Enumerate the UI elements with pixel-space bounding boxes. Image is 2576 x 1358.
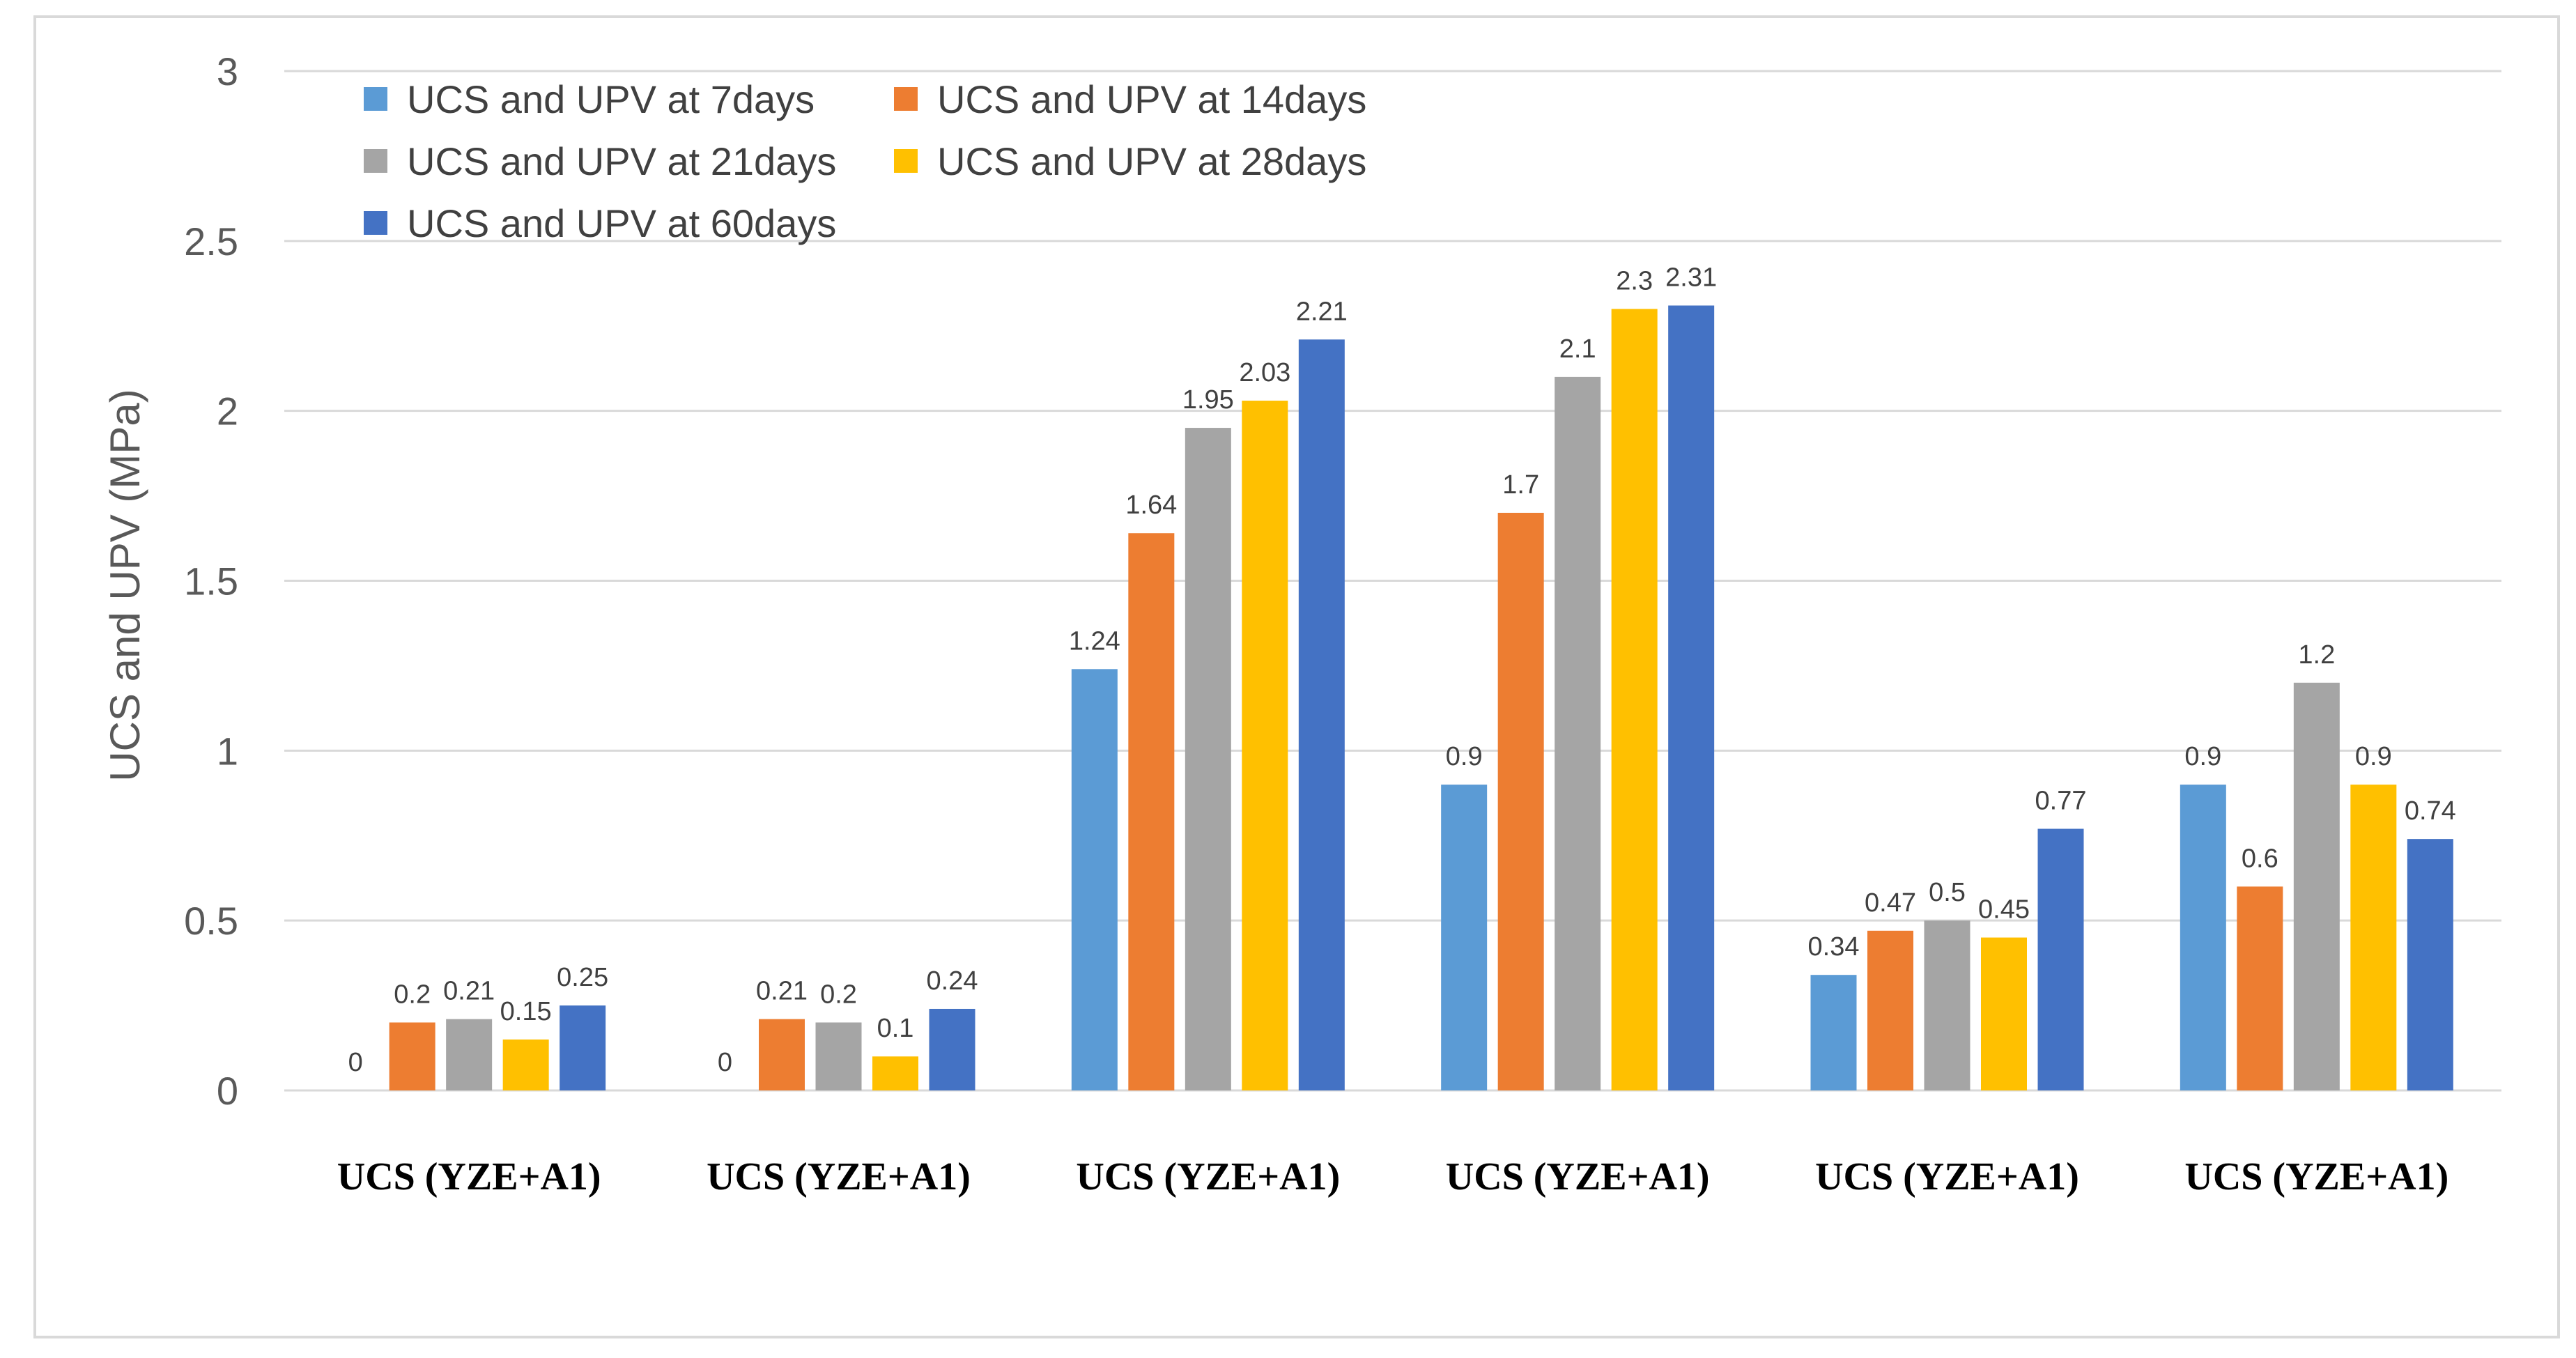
data-label: 0.77 <box>2035 786 2087 815</box>
bar <box>2407 839 2453 1090</box>
bar <box>1555 376 1601 1090</box>
bar <box>1611 309 1658 1090</box>
bar <box>1298 339 1345 1091</box>
data-label: 0.9 <box>2184 742 2221 771</box>
bar <box>1497 512 1544 1090</box>
legend-swatch <box>894 149 918 173</box>
bar <box>1128 533 1175 1090</box>
data-label: 0.6 <box>2242 844 2278 873</box>
data-label: 0.5 <box>1929 878 1966 907</box>
x-axis-categories: UCS (YZE+A1) UCS (YZE+A1) UCS (YZE+A1) UCS … <box>337 1155 2448 1198</box>
bar <box>872 1056 918 1090</box>
data-label: 0.21 <box>443 977 495 1006</box>
y-tick-label: 0.5 <box>184 899 238 943</box>
data-label: 0.9 <box>2355 742 2392 771</box>
legend-entry: UCS and UPV at 60days <box>407 201 836 245</box>
bar <box>1668 305 1715 1090</box>
data-label: 2.31 <box>1665 263 1717 292</box>
data-label: 2.03 <box>1239 358 1290 387</box>
bar <box>446 1019 493 1090</box>
bar <box>1071 669 1118 1090</box>
data-label: 1.7 <box>1502 470 1539 500</box>
data-label: 1.64 <box>1125 491 1177 520</box>
bar <box>1810 975 1857 1090</box>
legend-swatch <box>364 87 387 111</box>
data-label: 1.24 <box>1069 626 1120 656</box>
bar <box>1441 785 1488 1090</box>
legend-swatch <box>364 211 387 235</box>
data-label: 1.2 <box>2298 640 2335 670</box>
data-label: 2.3 <box>1616 266 1653 295</box>
data-label: 2.1 <box>1559 334 1596 364</box>
bar <box>1242 401 1288 1090</box>
legend-entry: UCS and UPV at 28days <box>937 139 1366 183</box>
data-label: 0.15 <box>500 997 552 1026</box>
bars <box>389 305 2453 1091</box>
data-label: 0 <box>718 1048 732 1077</box>
chart-border <box>33 15 2560 1338</box>
x-category-label: UCS (YZE+A1) <box>1076 1155 1340 1198</box>
bar <box>929 1008 975 1090</box>
data-label: 0.1 <box>877 1014 914 1043</box>
bar <box>2237 886 2283 1090</box>
y-tick-label: 1.5 <box>184 560 238 603</box>
bar <box>502 1039 549 1090</box>
y-tick-label: 2.5 <box>184 219 238 263</box>
x-category-label: UCS (YZE+A1) <box>337 1155 601 1198</box>
bar <box>1924 920 1970 1090</box>
bar <box>2180 785 2226 1090</box>
bar <box>2350 785 2397 1090</box>
legend-swatch <box>894 87 918 111</box>
data-label: 2.21 <box>1296 297 1348 326</box>
x-category-label: UCS (YZE+A1) <box>1446 1155 1710 1198</box>
data-label: 0 <box>348 1048 363 1077</box>
bar <box>1867 930 1913 1090</box>
bar <box>2293 682 2340 1090</box>
x-category-label: UCS (YZE+A1) <box>707 1155 971 1198</box>
bar <box>560 1005 606 1090</box>
y-axis-ticks: 0 0.5 1 1.5 2 2.5 3 <box>184 49 238 1113</box>
bar <box>389 1022 435 1090</box>
data-label: 1.95 <box>1182 385 1234 415</box>
data-label: 0.25 <box>557 963 608 992</box>
y-tick-label: 0 <box>217 1069 238 1113</box>
data-label: 0.45 <box>1978 895 2030 925</box>
y-tick-label: 1 <box>217 729 238 773</box>
data-label: 0.2 <box>394 980 431 1009</box>
x-category-label: UCS (YZE+A1) <box>2184 1155 2448 1198</box>
data-label: 0.47 <box>1865 888 1916 918</box>
bar <box>815 1022 862 1090</box>
y-axis-title: UCS and UPV (MPa) <box>102 389 148 782</box>
bar <box>1185 428 1231 1090</box>
data-label: 0.74 <box>2405 796 2456 826</box>
data-label: 0.24 <box>927 966 978 996</box>
data-label: 0.21 <box>756 977 808 1006</box>
legend-entry: UCS and UPV at 7days <box>407 77 815 121</box>
bar <box>2037 828 2084 1090</box>
bar <box>1981 937 2027 1090</box>
legend-entry: UCS and UPV at 14days <box>937 77 1366 121</box>
y-tick-label: 2 <box>217 389 238 433</box>
bar <box>759 1019 805 1090</box>
y-tick-label: 3 <box>217 49 238 93</box>
data-label: 0.9 <box>1446 742 1483 771</box>
x-category-label: UCS (YZE+A1) <box>1815 1155 2079 1198</box>
legend-entry: UCS and UPV at 21days <box>407 139 836 183</box>
legend: UCS and UPV at 7days UCS and UPV at 14day… <box>364 77 1366 245</box>
data-label: 0.2 <box>820 980 857 1009</box>
gridlines <box>284 70 2501 1092</box>
data-label: 0.34 <box>1808 932 1860 962</box>
legend-swatch <box>364 149 387 173</box>
